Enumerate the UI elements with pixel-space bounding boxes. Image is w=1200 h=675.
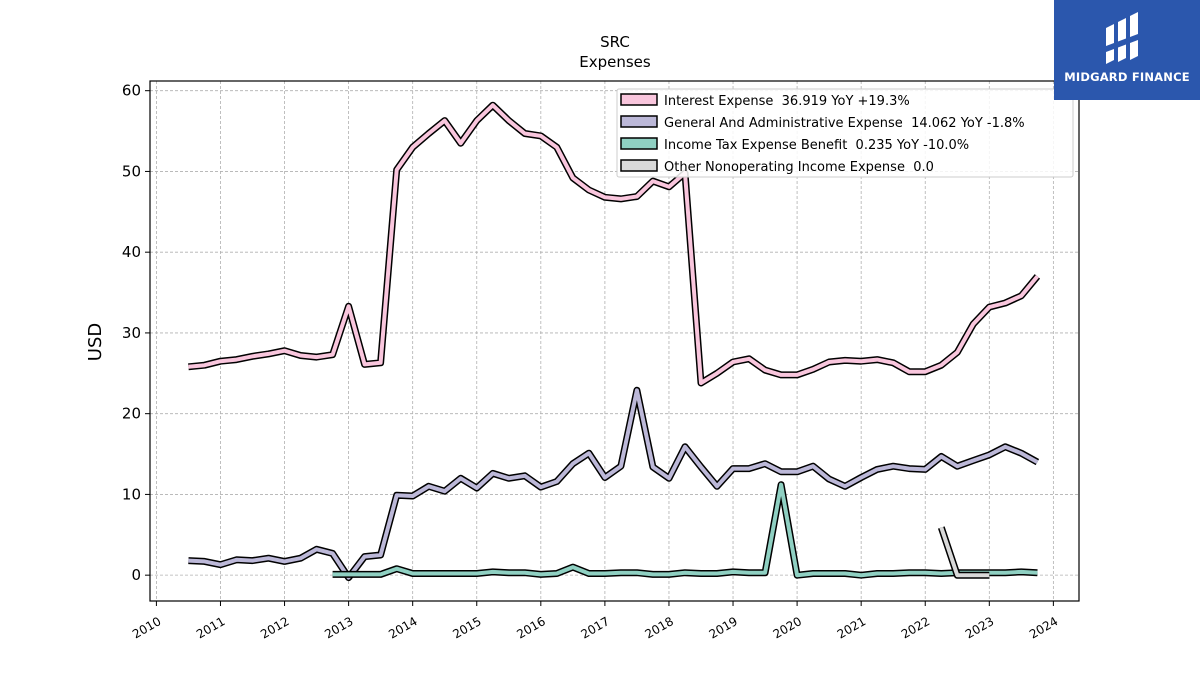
legend-swatch — [620, 159, 658, 172]
midgard-logo: MIDGARD FINANCE — [1054, 0, 1200, 100]
legend-swatch — [620, 115, 658, 128]
series-core — [332, 482, 1038, 578]
x-tick-label: 2010 — [130, 614, 163, 641]
legend-label: Interest Expense 36.919 YoY +19.3% — [664, 94, 910, 109]
y-tick-label: 10 — [122, 485, 141, 503]
midgard-logo-icon — [1106, 12, 1138, 64]
series-core — [939, 526, 990, 578]
logo-text: MIDGARD FINANCE — [1064, 70, 1190, 84]
legend-label: Income Tax Expense Benefit 0.235 YoY -10… — [664, 138, 969, 153]
x-tick-label: 2012 — [258, 614, 291, 641]
series-outline — [332, 481, 1038, 579]
legend-swatch — [620, 93, 658, 106]
x-tick-label: 2021 — [835, 614, 868, 641]
x-tick-label: 2013 — [322, 614, 355, 641]
x-tick-label: 2011 — [194, 614, 227, 641]
series-line-0 — [188, 101, 1041, 387]
legend-label: Other Nonoperating Income Expense 0.0 — [664, 160, 934, 175]
plot-frame — [149, 80, 1080, 602]
x-tick-label: 2015 — [450, 614, 483, 641]
series-lines — [188, 101, 1041, 582]
legend-label: General And Administrative Expense 14.06… — [664, 116, 1025, 131]
y-tick-label: 20 — [122, 405, 141, 423]
x-tick-label: 2019 — [707, 614, 740, 641]
legend: Interest Expense 36.919 YoY +19.3% Genera… — [616, 88, 1074, 178]
y-tick-label: 0 — [131, 566, 141, 584]
chart-subtitle: Expenses — [579, 53, 651, 71]
x-tick-label: 2018 — [643, 614, 676, 641]
x-tick-label: 2017 — [578, 614, 611, 641]
series-line-2 — [332, 481, 1038, 579]
series-line-3 — [937, 526, 990, 579]
x-tick-label: 2014 — [386, 614, 419, 641]
x-tick-label: 2024 — [1027, 614, 1060, 641]
series-core — [188, 103, 1039, 385]
legend-swatch — [620, 137, 658, 150]
x-tick-label: 2023 — [963, 614, 996, 641]
x-tick-label: 2020 — [771, 614, 804, 641]
y-tick-label: 50 — [122, 162, 141, 180]
y-tick-label: 30 — [122, 324, 141, 342]
legend-box — [616, 88, 1074, 178]
y-tick-label: 60 — [122, 82, 141, 100]
x-tick-label: 2022 — [899, 614, 932, 641]
x-tick-label: 2016 — [514, 614, 547, 641]
series-line-1 — [188, 386, 1040, 582]
y-axis-label: USD — [85, 323, 106, 361]
y-tick-label: 40 — [122, 243, 141, 261]
series-core — [188, 388, 1039, 580]
chart-title: SRC — [600, 33, 630, 51]
